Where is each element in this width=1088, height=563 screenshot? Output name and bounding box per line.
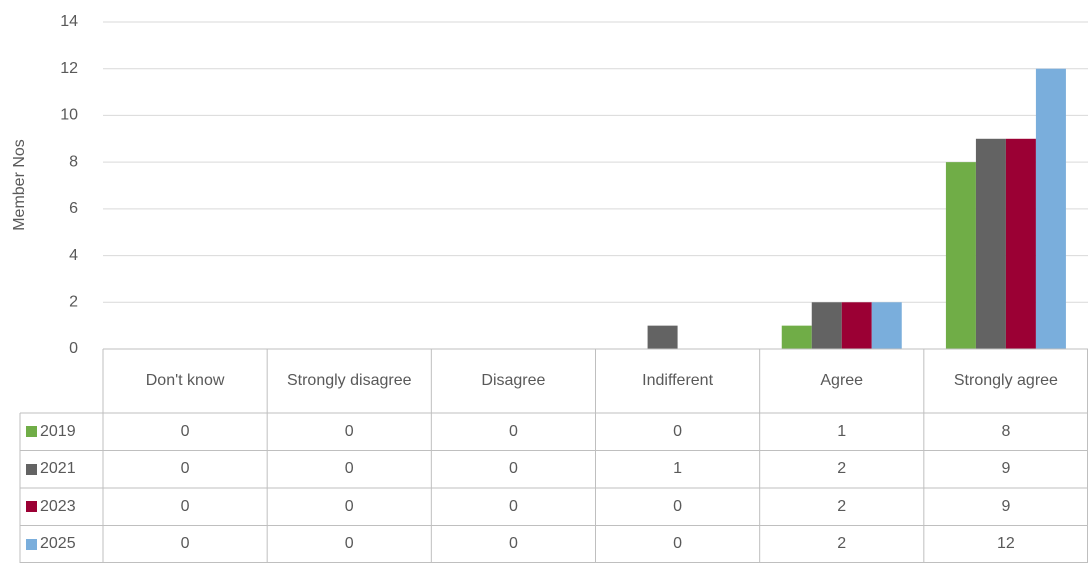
legend-swatch	[26, 463, 37, 475]
table-value: 0	[673, 422, 683, 440]
table-value: 1	[837, 422, 847, 440]
y-tick-label: 4	[69, 247, 78, 264]
bar	[945, 162, 976, 349]
table-value: 0	[508, 535, 518, 553]
legend-entry: 2025	[20, 526, 103, 563]
bar	[811, 302, 842, 349]
table-value: 8	[1001, 422, 1011, 440]
bar	[1035, 68, 1066, 349]
table-value: 0	[344, 422, 354, 440]
table-value: 0	[673, 535, 683, 553]
legend-swatch	[26, 426, 37, 438]
table-value: 0	[673, 497, 683, 515]
x-tick-label: Agree	[820, 372, 864, 389]
table-value: 0	[344, 535, 354, 553]
y-tick-label: 8	[69, 153, 78, 170]
y-axis-label: Member Nos	[11, 139, 28, 231]
table-value: 0	[508, 422, 518, 440]
y-tick-label: 2	[69, 294, 78, 311]
table-value: 0	[344, 497, 354, 515]
table-value: 1	[673, 460, 683, 478]
table-value: 0	[180, 535, 190, 553]
legend-label: 2025	[40, 535, 76, 553]
x-tick-label: Indifferent	[642, 372, 714, 389]
table-value: 12	[997, 535, 1015, 553]
table-value: 0	[344, 460, 354, 478]
table-value: 2	[837, 460, 847, 478]
y-tick-label: 10	[60, 107, 78, 124]
legend-label: 2023	[40, 497, 76, 515]
table-value: 0	[180, 460, 190, 478]
bar	[1005, 138, 1036, 349]
bar	[975, 138, 1006, 349]
table-value: 2	[837, 497, 847, 515]
bar	[781, 325, 812, 349]
table-value: 2	[837, 535, 847, 553]
bar	[647, 325, 678, 349]
y-tick-label: 14	[60, 13, 78, 30]
legend-entry: 2021	[20, 451, 103, 489]
y-tick-label: 0	[69, 340, 78, 357]
legend-label: 2019	[40, 422, 76, 440]
table-value: 0	[508, 497, 518, 515]
x-tick-label: Disagree	[481, 372, 546, 389]
table-value: 0	[180, 497, 190, 515]
table-value: 9	[1001, 497, 1011, 515]
x-tick-label: Don't know	[145, 372, 225, 389]
table-value: 0	[508, 460, 518, 478]
legend-entry: 2019	[20, 413, 103, 451]
legend-swatch	[26, 501, 37, 513]
x-tick-label: Strongly agree	[953, 372, 1058, 389]
table-value: 0	[180, 422, 190, 440]
legend-entry: 2023	[20, 488, 103, 526]
x-tick-label: Strongly disagree	[286, 372, 412, 389]
legend-label: 2021	[40, 460, 76, 478]
bar	[871, 302, 902, 349]
legend-swatch	[26, 538, 37, 550]
y-tick-label: 6	[69, 200, 78, 217]
bar	[841, 302, 872, 349]
y-tick-label: 12	[60, 60, 78, 77]
table-value: 9	[1001, 460, 1011, 478]
